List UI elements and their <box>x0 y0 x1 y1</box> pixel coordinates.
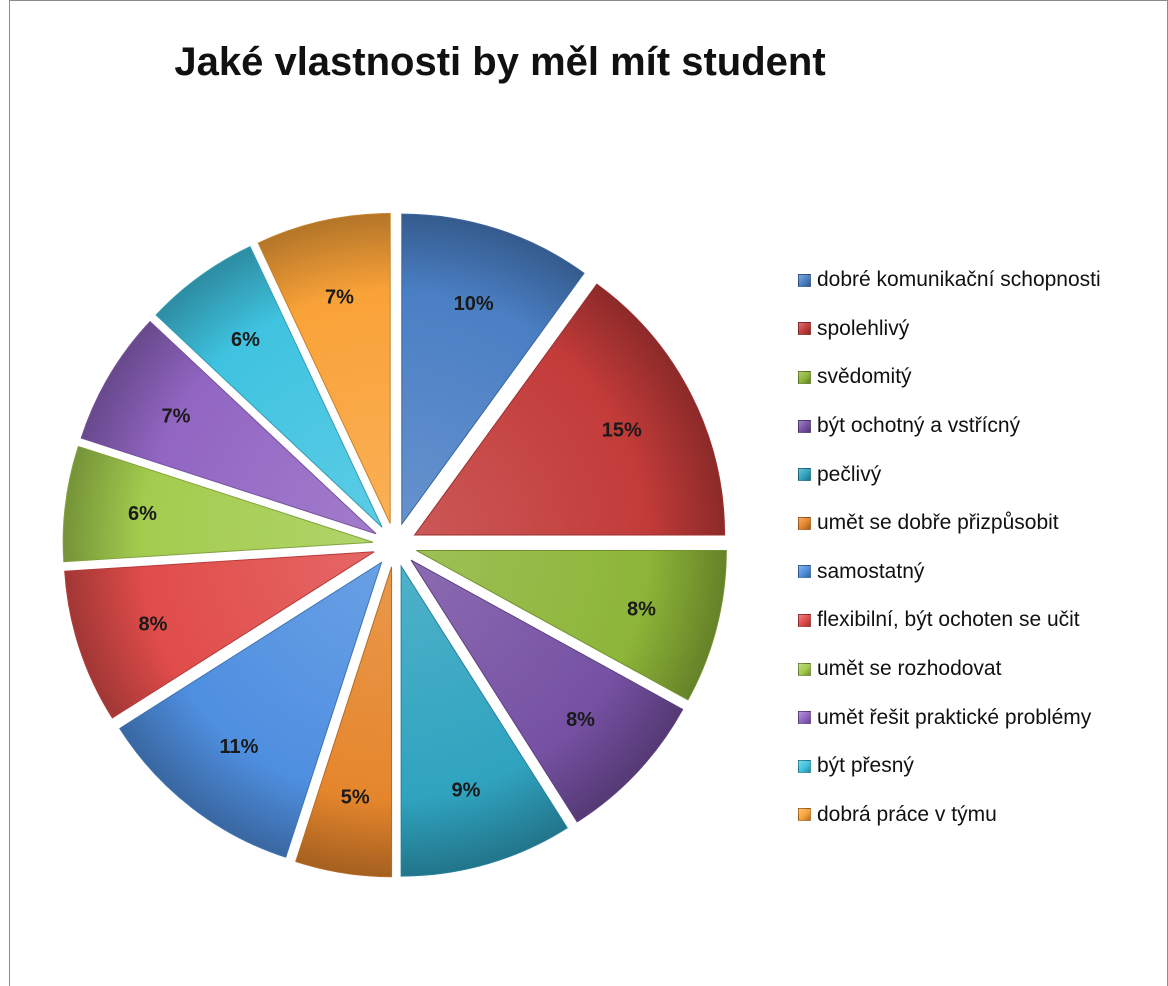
slice-value-label: 8% <box>566 709 595 731</box>
chart-title: Jaké vlastnosti by měl mít student <box>174 40 826 84</box>
legend-swatch <box>798 613 811 627</box>
pie-slice <box>62 445 374 563</box>
pie-slice <box>155 246 383 528</box>
legend-label: pečlivý <box>817 462 882 486</box>
legend-entry: být přesný <box>798 742 1101 791</box>
pie-slice <box>295 566 393 878</box>
legend-entry: pečlivý <box>798 450 1101 499</box>
legend-swatch <box>798 808 811 822</box>
legend-label: dobrá práce v týmu <box>817 802 997 826</box>
legend-label: dobré komunikační schopnosti <box>817 268 1101 292</box>
legend-label: umět řešit praktické problémy <box>817 705 1092 729</box>
slice-value-label: 6% <box>231 329 260 351</box>
legend-label: spolehlivý <box>817 316 910 340</box>
legend-swatch <box>798 516 811 530</box>
legend-entry: umět se dobře přizpůsobit <box>798 499 1101 548</box>
legend-label: být přesný <box>817 754 914 778</box>
slice-value-label: 7% <box>325 287 354 309</box>
legend-entry: dobré komunikační schopnosti <box>798 256 1101 305</box>
slice-value-label: 11% <box>220 736 259 758</box>
slice-value-label: 8% <box>139 614 168 636</box>
legend-label: flexibilní, být ochoten se učit <box>817 608 1080 632</box>
slice-value-label: 7% <box>161 405 190 427</box>
legend-entry: samostatný <box>798 548 1101 597</box>
legend-swatch <box>798 273 811 287</box>
legend-swatch <box>798 468 811 482</box>
legend-entry: dobrá práce v týmu <box>798 791 1101 840</box>
pie-slice <box>80 320 377 535</box>
legend-entry: svědomitý <box>798 353 1101 402</box>
pie-slice <box>410 559 684 823</box>
legend-entry: umět se rozhodovat <box>798 645 1101 694</box>
slice-value-label: 5% <box>341 786 370 808</box>
legend-swatch <box>798 322 811 336</box>
slice-value-label: 6% <box>128 503 157 525</box>
legend-swatch <box>798 711 811 725</box>
pie-slice <box>400 564 568 877</box>
legend-entry: spolehlivý <box>798 305 1101 354</box>
legend-swatch <box>798 759 811 773</box>
legend-entry: flexibilní, být ochoten se učit <box>798 596 1101 645</box>
legend-label: být ochotný a vstřícný <box>817 414 1021 438</box>
legend-label: umět se rozhodovat <box>817 657 1002 681</box>
legend-label: svědomitý <box>817 365 912 389</box>
legend-swatch <box>798 565 811 579</box>
legend-label: umět se dobře přizpůsobit <box>817 511 1059 535</box>
slice-value-label: 15% <box>602 419 642 441</box>
legend-entry: umět řešit praktické problémy <box>798 693 1101 742</box>
chart-legend: dobré komunikační schopnosti spolehlivý sv… <box>798 256 1101 839</box>
legend-swatch <box>798 662 811 676</box>
pie-slice <box>413 283 726 536</box>
legend-entry: být ochotný a vstřícný <box>798 402 1101 451</box>
legend-swatch <box>798 419 811 433</box>
pie-slice <box>257 213 391 524</box>
pie-slice <box>119 561 383 858</box>
slice-value-label: 8% <box>627 598 656 620</box>
pie-slice <box>416 549 727 701</box>
slice-value-label: 9% <box>452 779 481 801</box>
legend-swatch <box>798 370 811 384</box>
pie-slice <box>64 551 375 719</box>
legend-label: samostatný <box>817 559 925 583</box>
slice-value-label: 10% <box>454 293 494 315</box>
pie-slice <box>401 213 585 526</box>
